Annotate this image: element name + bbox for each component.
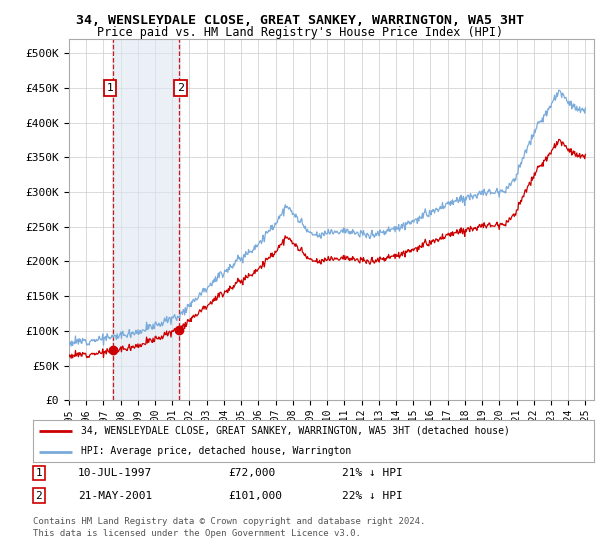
Text: 2: 2: [35, 491, 43, 501]
Text: Contains HM Land Registry data © Crown copyright and database right 2024.: Contains HM Land Registry data © Crown c…: [33, 517, 425, 526]
Text: 1: 1: [106, 83, 113, 93]
Text: HPI: Average price, detached house, Warrington: HPI: Average price, detached house, Warr…: [80, 446, 351, 456]
Text: 10-JUL-1997: 10-JUL-1997: [78, 468, 152, 478]
Text: 34, WENSLEYDALE CLOSE, GREAT SANKEY, WARRINGTON, WA5 3HT (detached house): 34, WENSLEYDALE CLOSE, GREAT SANKEY, WAR…: [80, 426, 509, 436]
Text: 21% ↓ HPI: 21% ↓ HPI: [342, 468, 403, 478]
Text: Price paid vs. HM Land Registry's House Price Index (HPI): Price paid vs. HM Land Registry's House …: [97, 26, 503, 39]
Bar: [112, 39, 179, 400]
Text: £72,000: £72,000: [228, 468, 275, 478]
Text: 1: 1: [35, 468, 43, 478]
Text: 34, WENSLEYDALE CLOSE, GREAT SANKEY, WARRINGTON, WA5 3HT: 34, WENSLEYDALE CLOSE, GREAT SANKEY, WAR…: [76, 14, 524, 27]
Text: 22% ↓ HPI: 22% ↓ HPI: [342, 491, 403, 501]
Text: 21-MAY-2001: 21-MAY-2001: [78, 491, 152, 501]
Text: This data is licensed under the Open Government Licence v3.0.: This data is licensed under the Open Gov…: [33, 529, 361, 538]
Text: £101,000: £101,000: [228, 491, 282, 501]
Text: 2: 2: [177, 83, 184, 93]
